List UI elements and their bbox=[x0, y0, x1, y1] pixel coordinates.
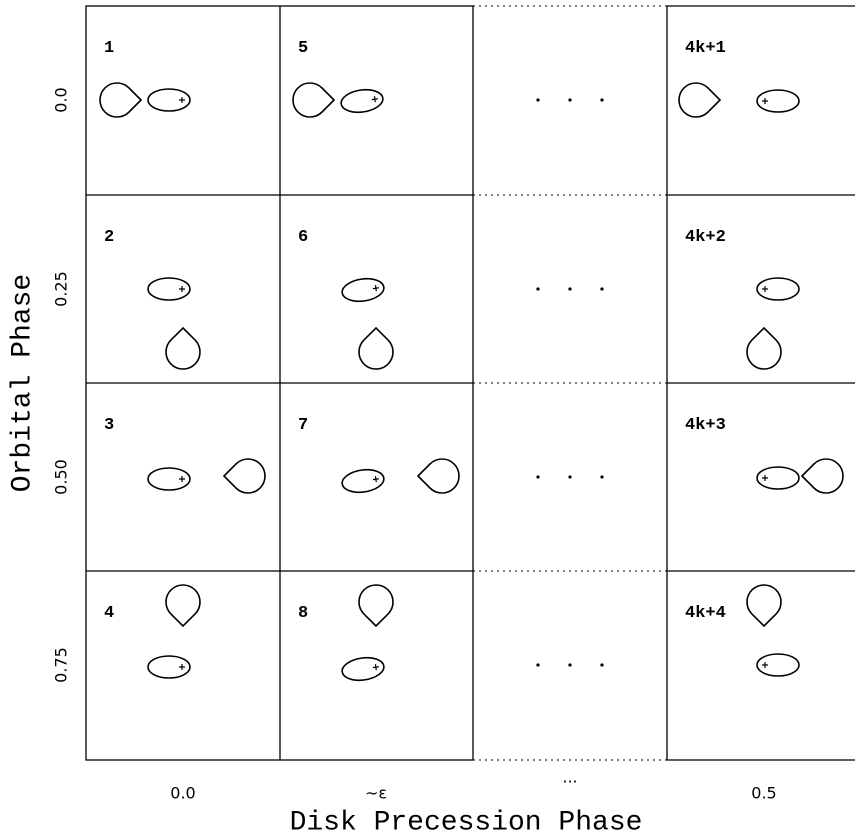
disk bbox=[756, 653, 800, 677]
ellipsis-dot bbox=[600, 475, 604, 479]
disk-outline bbox=[340, 88, 384, 114]
ellipsis-dot bbox=[536, 663, 540, 667]
star bbox=[358, 326, 394, 370]
disk-outline bbox=[147, 655, 191, 679]
disk-center bbox=[372, 285, 379, 292]
disk bbox=[341, 656, 385, 682]
disk bbox=[756, 89, 800, 113]
panel-label: 4 bbox=[104, 604, 114, 623]
ellipsis-dot bbox=[600, 287, 604, 291]
disk-center bbox=[179, 476, 185, 482]
disk-center bbox=[372, 476, 379, 483]
panel-label: 2 bbox=[104, 228, 114, 247]
disk-center bbox=[762, 662, 768, 668]
star bbox=[292, 82, 336, 118]
ellipsis-dot bbox=[568, 287, 572, 291]
panel-label: 8 bbox=[298, 604, 308, 623]
disk-outline bbox=[147, 467, 191, 491]
column-label: 0.0 bbox=[170, 784, 195, 803]
ellipsis-dot bbox=[568, 98, 572, 102]
star bbox=[165, 584, 201, 628]
star bbox=[222, 458, 266, 494]
panel-label: 1 bbox=[104, 39, 114, 58]
disk-outline bbox=[341, 656, 385, 682]
star bbox=[416, 458, 460, 494]
star bbox=[800, 458, 844, 494]
disk-outline bbox=[756, 277, 800, 301]
ellipsis-dot bbox=[600, 98, 604, 102]
disk-center bbox=[371, 96, 378, 103]
y-axis-title: Orbital Phase bbox=[7, 274, 38, 492]
disk-outline bbox=[341, 277, 385, 303]
row-label: 0.25 bbox=[52, 271, 71, 307]
panel-label: 4k+1 bbox=[685, 39, 726, 58]
star bbox=[746, 584, 782, 628]
column-label: ~ε bbox=[365, 784, 387, 803]
disk-center bbox=[762, 98, 768, 104]
disk-center bbox=[762, 475, 768, 481]
disk bbox=[147, 655, 191, 679]
row-label: 0.50 bbox=[52, 459, 71, 495]
disk-center bbox=[179, 664, 185, 670]
disk-outline bbox=[756, 466, 800, 490]
disk-center bbox=[179, 286, 185, 292]
star bbox=[99, 82, 143, 118]
disk bbox=[340, 88, 384, 114]
disk bbox=[756, 277, 800, 301]
panel-label: 6 bbox=[298, 228, 308, 247]
column-label: 0.5 bbox=[751, 784, 776, 803]
panel-label: 7 bbox=[298, 416, 308, 435]
disk bbox=[147, 277, 191, 301]
disk-outline bbox=[341, 468, 385, 494]
ellipsis-dot bbox=[536, 475, 540, 479]
disk-center bbox=[179, 97, 185, 103]
disk-outline bbox=[147, 88, 191, 112]
star bbox=[165, 326, 201, 370]
disk bbox=[341, 277, 385, 303]
ellipsis-dot bbox=[536, 98, 540, 102]
disk bbox=[756, 466, 800, 490]
disk bbox=[341, 468, 385, 494]
ellipsis-dot bbox=[536, 287, 540, 291]
panel-label: 4k+3 bbox=[685, 416, 726, 435]
disk-outline bbox=[756, 653, 800, 677]
disk bbox=[147, 467, 191, 491]
panel-label: 3 bbox=[104, 416, 114, 435]
panel-label: 4k+2 bbox=[685, 228, 726, 247]
disk bbox=[147, 88, 191, 112]
row-label: 0.0 bbox=[52, 87, 71, 112]
ellipsis-dot bbox=[568, 475, 572, 479]
dotted-lines bbox=[473, 5, 667, 761]
disk-outline bbox=[756, 89, 800, 113]
panel-label: 5 bbox=[298, 39, 308, 58]
star bbox=[358, 584, 394, 628]
grid bbox=[85, 5, 855, 761]
row-label: 0.75 bbox=[52, 647, 71, 683]
column-label: ... bbox=[562, 768, 577, 787]
ellipsis-dot bbox=[568, 663, 572, 667]
disk-outline bbox=[147, 277, 191, 301]
star bbox=[678, 82, 722, 118]
disk-center bbox=[372, 664, 379, 671]
ellipsis-dot bbox=[600, 663, 604, 667]
panel-label: 4k+4 bbox=[685, 604, 726, 623]
x-axis-title: Disk Precession Phase bbox=[290, 807, 643, 838]
disk-center bbox=[762, 286, 768, 292]
star bbox=[746, 326, 782, 370]
